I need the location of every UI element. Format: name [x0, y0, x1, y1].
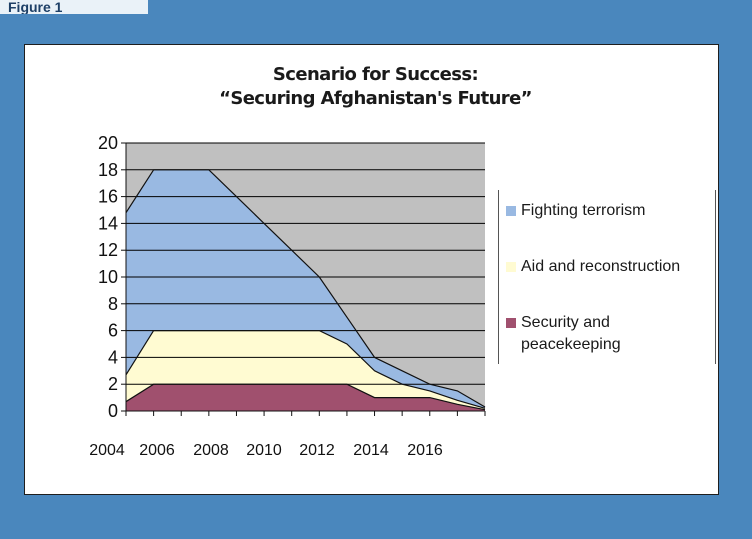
area-security-and-peacekeeping: [126, 384, 485, 411]
y-tick-label-18: 18: [98, 160, 118, 180]
chart-title-line-2: “Securing Afghanistan's Future”: [219, 88, 532, 109]
area-aid-and-reconstruction: [126, 330, 485, 410]
y-tick-label-0: 0: [108, 401, 118, 421]
chart-title-line-1: Scenario for Success:: [272, 64, 479, 85]
legend-label-fighting-terrorism: Fighting terrorism: [521, 202, 646, 219]
chart-legend: Fighting terrorism Aid and reconstructio…: [498, 190, 716, 364]
x-tick-label-2016: 2016: [407, 442, 443, 459]
x-tick-label-2014: 2014: [353, 442, 389, 459]
y-tick-label-10: 10: [98, 267, 118, 287]
y-tick-label-20: 20: [98, 133, 118, 153]
area-fighting-terrorism: [126, 169, 485, 409]
y-tick-label-6: 6: [108, 321, 118, 341]
legend-swatch-fighting-terrorism: [506, 206, 516, 216]
legend-swatch-aid-and-reconstruction: [506, 262, 516, 272]
series-line-aid-and-reconstruction: [125, 330, 486, 409]
legend-label-security-line-2: peacekeeping: [521, 336, 621, 353]
x-tick-label-2010: 2010: [246, 442, 282, 459]
series-line-fighting-terrorism: [125, 169, 486, 408]
y-tick-label-8: 8: [108, 294, 118, 314]
y-tick-label-2: 2: [108, 374, 118, 394]
legend-label-security-line-1: Security and: [521, 314, 610, 331]
x-tick-label-2008: 2008: [193, 442, 229, 459]
y-tick-label-14: 14: [98, 213, 118, 233]
legend-swatch-security-and-peacekeeping: [506, 318, 516, 328]
x-tick-label-2012: 2012: [299, 442, 335, 459]
y-tick-label-16: 16: [98, 187, 118, 207]
legend-label-aid-and-reconstruction: Aid and reconstruction: [521, 258, 681, 275]
figure-tab-label: Figure 1: [0, 0, 148, 14]
series-line-security-and-peacekeeping: [125, 383, 486, 411]
y-tick-label-4: 4: [108, 347, 118, 367]
y-tick-label-12: 12: [98, 240, 118, 260]
x-tick-label-2004: 2004: [89, 442, 125, 459]
x-tick-label-2006: 2006: [139, 442, 175, 459]
